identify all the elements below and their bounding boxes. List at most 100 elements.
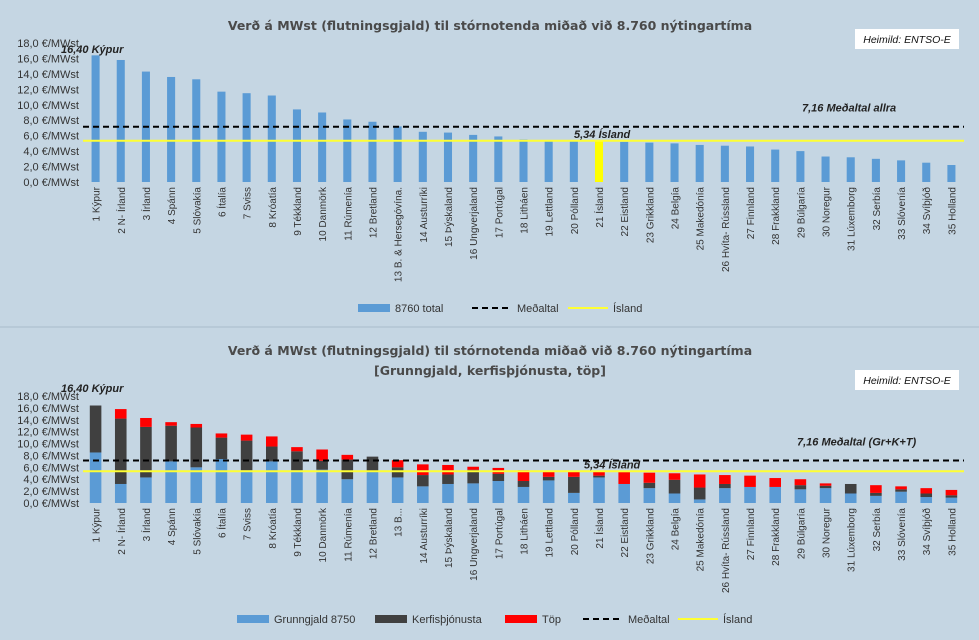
y-tick-label: 8,0 €/MWst <box>23 115 79 127</box>
x-tick-label: 2 N- Írland <box>115 508 128 555</box>
bar-segment-system <box>417 475 429 487</box>
x-tick-label: 5 Slóvakía <box>192 508 203 555</box>
bar-segment-losses <box>945 489 958 496</box>
x-tick-label: 7 Sviss <box>243 508 254 540</box>
x-tick-label: 6 Ítalía <box>215 187 228 217</box>
chart-1-bars <box>91 55 956 182</box>
x-tick-label: 21 Ísland <box>593 187 606 228</box>
chart-1-average-label: 7,16 Meðaltal allra <box>802 103 896 115</box>
chart-2-reference-lines <box>83 459 964 473</box>
bar-segment-base <box>643 488 656 503</box>
x-tick-label: 19 Lettland <box>545 508 556 558</box>
x-tick-label: 25 Makedónía <box>696 187 707 251</box>
y-tick-label: 0,0 €/MWst <box>23 177 79 189</box>
bar-segment-system <box>920 493 933 498</box>
bar-segment-losses <box>769 478 782 487</box>
chart-1-legend: 8760 total Meðaltal Ísland <box>358 302 642 315</box>
x-tick-label: 2 N- Írland <box>115 187 128 234</box>
bar-segment-system <box>442 474 454 484</box>
bar <box>846 157 855 182</box>
y-tick-label: 12,0 €/MWst <box>17 427 79 439</box>
x-tick-label: 32 Serbía <box>872 187 883 231</box>
chart-2-bars <box>89 405 958 503</box>
legend-label-average: Meðaltal <box>628 614 670 626</box>
bar-segment-base <box>744 486 756 503</box>
chart-1-title: Verð á MWst (flutningsgjald) til stórnot… <box>228 18 752 33</box>
x-tick-label: 12 Bretland <box>368 187 379 238</box>
x-tick-label: 9 Tékkland <box>293 187 304 236</box>
x-tick-label: 20 Pólland <box>570 187 581 234</box>
bar-segment-losses <box>568 470 580 477</box>
chart-1-reference-lines <box>83 125 964 142</box>
bar-segment-system <box>316 460 328 470</box>
bar-segment-system <box>215 437 228 460</box>
y-tick-label: 16,0 €/MWst <box>17 403 79 415</box>
x-tick-label: 13 B. & Hersegóvína. <box>394 187 405 282</box>
bar <box>343 119 352 182</box>
chart-2-source: Heimild: ENTSO-E <box>863 375 952 387</box>
bar-iceland <box>594 140 604 182</box>
y-tick-label: 0,0 €/MWst <box>23 498 79 510</box>
bar <box>695 144 704 182</box>
bar-segment-base <box>618 483 630 503</box>
x-tick-label: 14 Austurríki <box>419 508 430 564</box>
bar <box>544 140 553 182</box>
bar-segment-base <box>719 488 731 503</box>
bar-segment-system <box>693 487 706 500</box>
bar-segment-system <box>870 492 882 496</box>
bar <box>947 165 956 182</box>
x-tick-label: 28 Frakkland <box>771 187 782 245</box>
y-tick-label: 14,0 €/MWst <box>17 69 79 81</box>
x-tick-label: 8 Króatía <box>268 187 279 228</box>
bar-segment-losses <box>165 422 177 426</box>
chart-2-iceland-label: 5,34 Ísland <box>584 458 641 471</box>
chart-1-source: Heimild: ENTSO-E <box>863 34 952 46</box>
x-tick-label: 30 Noregur <box>822 186 833 237</box>
bar-segment-losses <box>870 485 882 493</box>
x-tick-label: 31 Lúxemborg <box>847 508 858 572</box>
bar-segment-system <box>517 481 530 487</box>
bar-segment-losses <box>240 434 253 441</box>
x-tick-label: 28 Frakkland <box>771 508 782 566</box>
bar-segment-base <box>769 486 782 503</box>
legend-swatch-system-service <box>375 615 407 623</box>
x-tick-label: 35 Holland <box>947 508 958 556</box>
bar-segment-losses <box>341 454 354 460</box>
bar-segment-system <box>542 476 555 481</box>
bar-segment-losses <box>668 473 681 480</box>
bar-segment-losses <box>316 449 328 461</box>
bar <box>192 79 201 182</box>
bar-segment-system <box>593 475 605 478</box>
chart-2-max-label: 16,40 Kýpur <box>61 383 124 395</box>
bar <box>318 112 327 182</box>
y-tick-label: 16,0 €/MWst <box>17 53 79 65</box>
chart-1-source-box <box>855 29 959 49</box>
y-tick-label: 4,0 €/MWst <box>23 146 79 158</box>
chart-1-y-axis: 0,0 €/MWst 2,0 €/MWst 4,0 €/MWst 6,0 €/MWst… <box>17 38 79 189</box>
x-tick-label: 24 Belgía <box>671 508 682 551</box>
y-tick-label: 6,0 €/MWst <box>23 131 79 143</box>
x-tick-label: 22 Eistland <box>620 187 631 236</box>
bar-segment-base <box>341 479 354 503</box>
bar-segment-losses <box>467 466 479 470</box>
legend-label-iceland: Ísland <box>723 613 752 626</box>
bar-segment-losses <box>819 483 832 486</box>
bar-segment-base <box>819 488 832 503</box>
bar-segment-base <box>165 461 177 503</box>
bar-segment-system <box>114 418 127 484</box>
x-tick-label: 24 Belgía <box>671 187 682 230</box>
x-tick-label: 15 Þýskaland <box>444 187 455 247</box>
bar-segment-losses <box>744 475 756 487</box>
x-tick-label: 33 Slóvenía <box>897 508 908 561</box>
bar <box>393 126 402 182</box>
bar <box>821 156 830 182</box>
bar-segment-losses <box>442 464 454 475</box>
bar <box>645 142 654 182</box>
bar-segment-system <box>240 440 253 471</box>
bar-segment-base <box>895 491 907 503</box>
bar-segment-base <box>568 492 580 503</box>
chart-1-iceland-label: 5,34 Ísland <box>574 128 631 141</box>
bar-segment-base <box>945 497 958 503</box>
bar <box>922 162 931 182</box>
bar <box>91 55 100 182</box>
